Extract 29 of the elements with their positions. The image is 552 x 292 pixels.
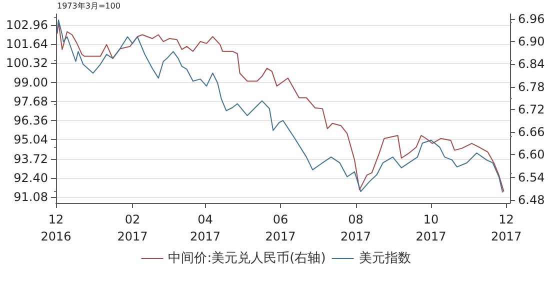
y-tick-label: 100.32 bbox=[6, 56, 48, 70]
y2-tick-label: 6.96 bbox=[518, 12, 545, 26]
y2-tick-label: 6.72 bbox=[518, 102, 545, 116]
y-tick-label: 93.72 bbox=[14, 152, 48, 166]
y-tick-label: 97.68 bbox=[14, 94, 48, 108]
y2-tick-label: 6.48 bbox=[518, 192, 545, 207]
legend-label: 美元指数 bbox=[358, 250, 411, 266]
y2-tick-label: 6.78 bbox=[518, 80, 545, 94]
y-tick-label: 92.40 bbox=[14, 170, 48, 185]
x-tick-label: 04 2017 bbox=[190, 212, 221, 244]
y-tick-label: 99.00 bbox=[14, 75, 48, 90]
x-tick-label: 12 2016 bbox=[40, 212, 72, 244]
x-tick-label: 06 2017 bbox=[265, 212, 296, 244]
x-tick-label: 08 2017 bbox=[340, 212, 372, 244]
y2-tick-label: 6.90 bbox=[518, 34, 545, 49]
y2-tick-label: 6.54 bbox=[518, 170, 545, 184]
x-tick-label: 10 2017 bbox=[416, 212, 446, 244]
legend-label: 中间价:美元兑人民币(右轴) bbox=[168, 250, 326, 266]
y-tick-label: 101.64 bbox=[6, 37, 48, 51]
y-tick-label: 102.96 bbox=[6, 18, 48, 32]
y-tick-label: 96.36 bbox=[14, 114, 48, 128]
text: 1973年3月=100 bbox=[57, 2, 120, 10]
y-tick-label: 91.08 bbox=[14, 190, 48, 204]
x-tick-label: 02 2017 bbox=[117, 212, 148, 244]
y2-tick-label: 6.60 bbox=[518, 148, 545, 162]
y2-tick-label: 6.84 bbox=[518, 57, 545, 72]
y2-tick-label: 6.66 bbox=[518, 125, 545, 140]
x-tick-label: 12 2017 bbox=[491, 212, 522, 244]
y-tick-label: 95.04 bbox=[14, 132, 48, 147]
